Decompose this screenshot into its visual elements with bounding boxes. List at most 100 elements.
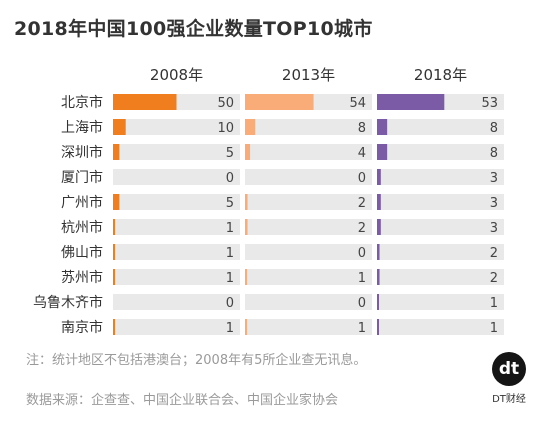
bar-track-2-3 [377,169,504,185]
bar-0-0 [113,94,177,110]
logo-mark: dt [492,352,526,386]
series-header-1: 2013年 [282,66,335,84]
bar-1-2 [245,144,251,160]
data-label-2-4: 3 [490,196,498,211]
category-label-9: 南京市 [61,319,103,336]
bar-2-9 [377,319,379,335]
data-label-1-0: 54 [349,96,366,111]
footnote-note: 注：统计地区不包括港澳台；2008年有5所企业查无讯息。 [26,353,367,368]
bar-track-1-2 [245,144,372,160]
data-label-2-6: 2 [490,246,498,261]
bar-track-1-7 [245,269,372,285]
bar-track-2-6 [377,244,504,260]
category-label-6: 佛山市 [61,244,103,261]
data-label-0-0: 50 [217,96,234,111]
series-header-0: 2008年 [150,66,203,84]
bar-track-1-6 [245,244,372,260]
bar-track-1-3 [245,169,372,185]
data-label-1-2: 4 [358,146,366,161]
data-label-0-6: 1 [226,246,234,261]
data-label-2-2: 8 [490,146,498,161]
category-label-2: 深圳市 [61,144,103,161]
bar-2-7 [377,269,380,285]
data-source: 数据来源：企查查、中国企业联合会、中国企业家协会 [26,393,339,408]
category-label-8: 乌鲁木齐市 [33,294,103,311]
bar-track-1-4 [245,194,372,210]
bar-track-0-9 [113,319,240,335]
bar-0-9 [113,319,115,335]
data-label-1-1: 8 [358,121,366,136]
bar-2-0 [377,94,445,110]
data-label-0-3: 0 [226,171,234,186]
bar-2-1 [377,119,388,135]
data-label-0-4: 5 [226,196,234,211]
data-label-1-9: 1 [358,321,366,336]
bar-track-1-8 [245,294,372,310]
bar-0-7 [113,269,115,285]
logo-text: DT财经 [492,394,526,405]
bar-2-2 [377,144,388,160]
bar-2-3 [377,169,381,185]
data-label-2-8: 1 [490,296,498,311]
bar-track-2-1 [377,119,504,135]
bar-0-5 [113,219,115,235]
bar-2-8 [377,294,379,310]
data-label-0-2: 5 [226,146,234,161]
data-label-2-9: 1 [490,321,498,336]
data-label-0-1: 10 [217,121,234,136]
category-label-3: 厦门市 [61,169,103,186]
data-label-1-5: 2 [358,221,366,236]
data-label-2-5: 3 [490,221,498,236]
data-label-1-7: 1 [358,271,366,286]
bar-track-0-6 [113,244,240,260]
bar-2-4 [377,194,381,210]
bar-track-0-2 [113,144,240,160]
chart-title: 2018年中国100强企业数量TOP10城市 [14,18,373,40]
bar-track-0-7 [113,269,240,285]
data-label-1-8: 0 [358,296,366,311]
bar-track-0-3 [113,169,240,185]
category-label-4: 广州市 [61,194,103,211]
bar-0-2 [113,144,120,160]
dt-logo: dt DT财经 [480,352,538,410]
bar-1-1 [245,119,256,135]
bar-2-5 [377,219,381,235]
bar-0-4 [113,194,120,210]
bar-track-0-1 [113,119,240,135]
data-label-0-9: 1 [226,321,234,336]
bar-2-6 [377,244,380,260]
bar-1-4 [245,194,248,210]
bar-track-0-4 [113,194,240,210]
bar-track-1-1 [245,119,372,135]
bar-track-2-4 [377,194,504,210]
bar-track-2-7 [377,269,504,285]
series-header-2: 2018年 [414,66,467,84]
data-label-0-7: 1 [226,271,234,286]
data-label-0-8: 0 [226,296,234,311]
category-label-0: 北京市 [61,94,103,111]
data-label-2-7: 2 [490,271,498,286]
data-label-1-4: 2 [358,196,366,211]
bar-track-0-8 [113,294,240,310]
data-label-1-6: 0 [358,246,366,261]
category-label-7: 苏州市 [61,269,103,286]
category-label-5: 杭州市 [61,219,103,236]
data-label-2-0: 53 [481,96,498,111]
bar-track-2-8 [377,294,504,310]
bar-1-5 [245,219,248,235]
data-label-2-3: 3 [490,171,498,186]
bar-track-1-5 [245,219,372,235]
bar-track-0-5 [113,219,240,235]
bar-1-7 [245,269,247,285]
bar-track-2-2 [377,144,504,160]
data-label-2-1: 8 [490,121,498,136]
bar-track-2-5 [377,219,504,235]
data-label-0-5: 1 [226,221,234,236]
bar-0-6 [113,244,115,260]
bar-0-1 [113,119,126,135]
bar-1-9 [245,319,247,335]
bar-track-2-9 [377,319,504,335]
bar-track-1-9 [245,319,372,335]
data-label-1-3: 0 [358,171,366,186]
